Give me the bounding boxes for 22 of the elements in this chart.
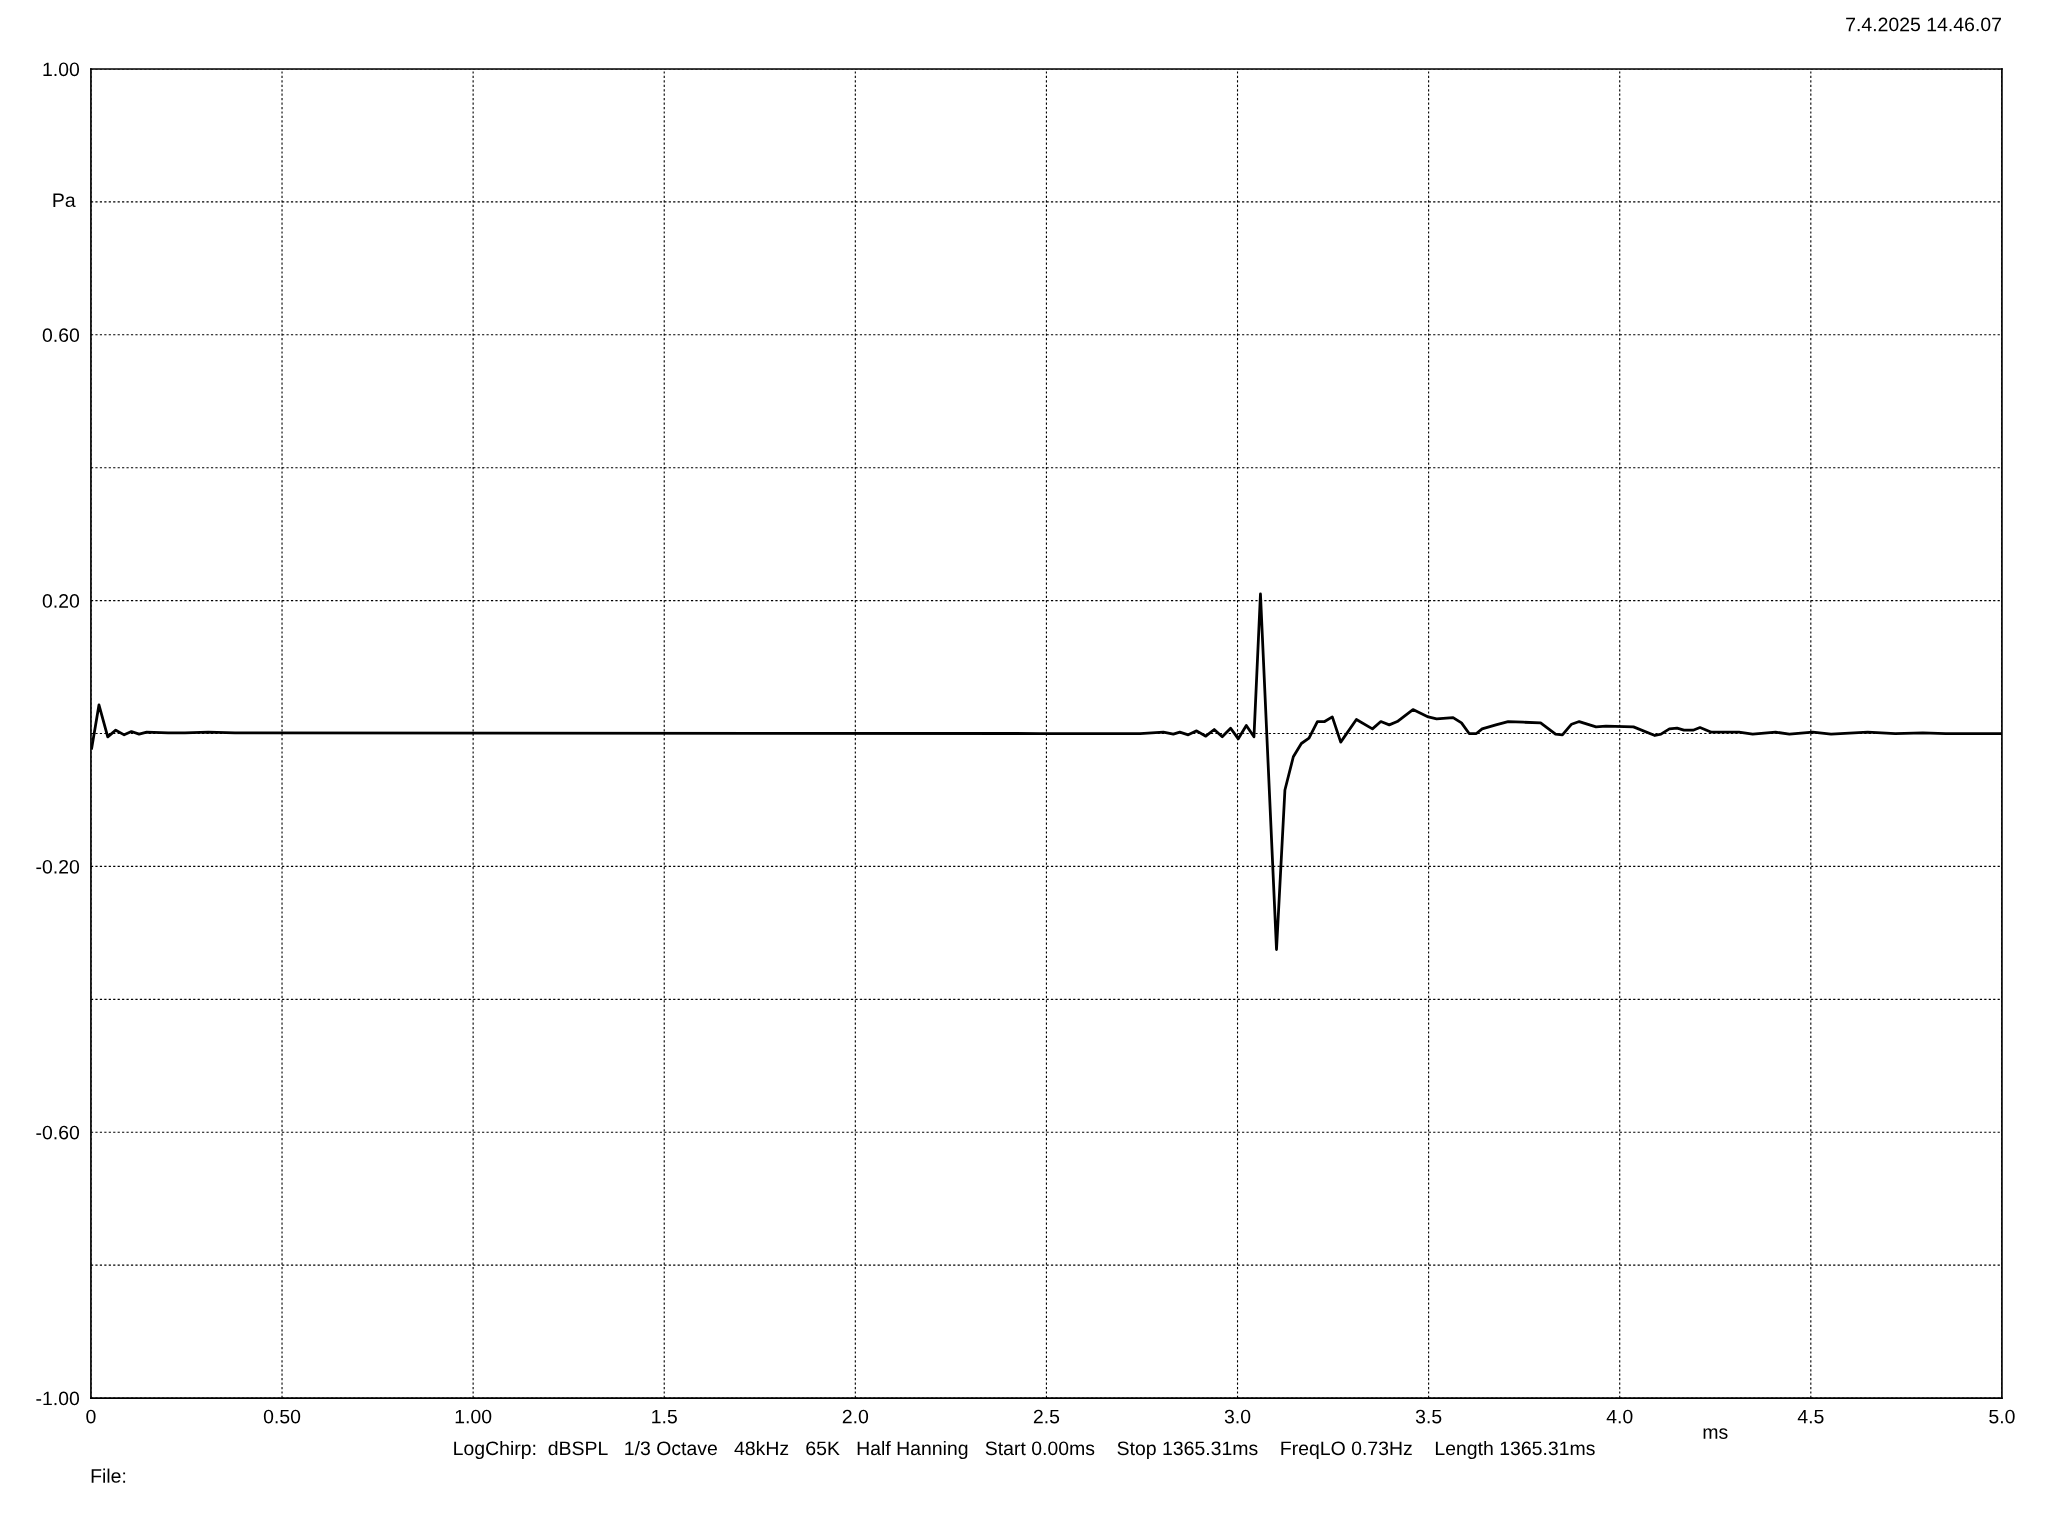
x-axis-title: ms bbox=[1703, 1428, 1728, 1439]
y-axis-title: Pa bbox=[53, 193, 76, 208]
y-tick-label: -0.60 bbox=[36, 1125, 80, 1140]
x-tick-label: 1.00 bbox=[455, 1409, 492, 1424]
x-tick-label: 2.0 bbox=[842, 1409, 869, 1424]
x-tick-label: 3.0 bbox=[1224, 1409, 1251, 1424]
text: File: bbox=[91, 1468, 126, 1483]
x-tick-label: 5.0 bbox=[1989, 1409, 2015, 1424]
x-tick-label: 1.5 bbox=[652, 1409, 677, 1424]
y-tick-label: 1.00 bbox=[43, 62, 80, 77]
text: 7.4.2025 14.46.07 bbox=[1846, 17, 2001, 32]
y-tick-label: -0.20 bbox=[36, 859, 80, 874]
x-tick-label: 2.5 bbox=[1033, 1409, 1060, 1424]
text: LogChirp: dBSPL 1/3 Octave 48kHz 65K Half Hanning Start 0.00ms Stop 1365.31ms FreqLO 0.73Hz Length 1365.31ms bbox=[454, 1440, 1595, 1460]
x-tick-label: 0.50 bbox=[263, 1409, 301, 1424]
x-tick-label: 4.5 bbox=[1797, 1409, 1824, 1424]
x-tick-label: 0 bbox=[86, 1409, 96, 1424]
y-tick-label: 0.20 bbox=[42, 594, 80, 608]
x-tick-label: 3.5 bbox=[1415, 1409, 1442, 1424]
x-tick-label: 4.0 bbox=[1606, 1409, 1633, 1424]
y-tick-label: 0.60 bbox=[42, 328, 80, 343]
y-tick-label: -1.00 bbox=[36, 1391, 80, 1406]
